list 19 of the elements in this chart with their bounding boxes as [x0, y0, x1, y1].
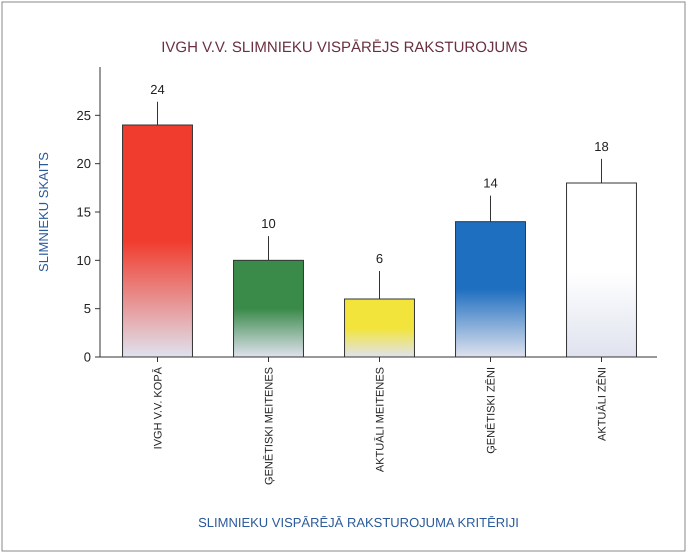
x-axis-title: SLIMNIEKU VISPĀRĒJĀ RAKSTUROJUMA KRITĒRIJI — [198, 515, 519, 530]
x-tick-label: ĢENĒTISKI ZĒNI — [484, 367, 498, 454]
x-tick-label: AKTUĀLI ZĒNI — [596, 367, 608, 441]
x-tick-label: IVGH V.V. KOPĀ — [152, 366, 164, 450]
data-label: 14 — [483, 176, 498, 191]
data-label: 18 — [594, 138, 609, 154]
data-label: 24 — [150, 82, 165, 97]
y-tick-label: 5 — [84, 301, 91, 316]
x-tick-label: AKTUĀLI MEITENES — [374, 367, 386, 472]
y-tick-label: 25 — [76, 108, 91, 123]
y-tick-label: 10 — [76, 252, 91, 268]
data-label: 6 — [376, 250, 384, 266]
y-tick-label: 15 — [76, 204, 91, 220]
data-label: 10 — [261, 216, 276, 232]
y-tick-label: 20 — [76, 156, 91, 172]
y-tick-label: 0 — [84, 350, 91, 365]
x-tick-label: ĢENĒTISKI MEITENES — [262, 367, 276, 485]
y-axis-title: SLIMNIEKU SKAITS — [36, 152, 51, 272]
chart-title: IVGH V.V. SLIMNIEKU VISPĀRĒJS RAKSTUROJUMS — [161, 39, 528, 56]
